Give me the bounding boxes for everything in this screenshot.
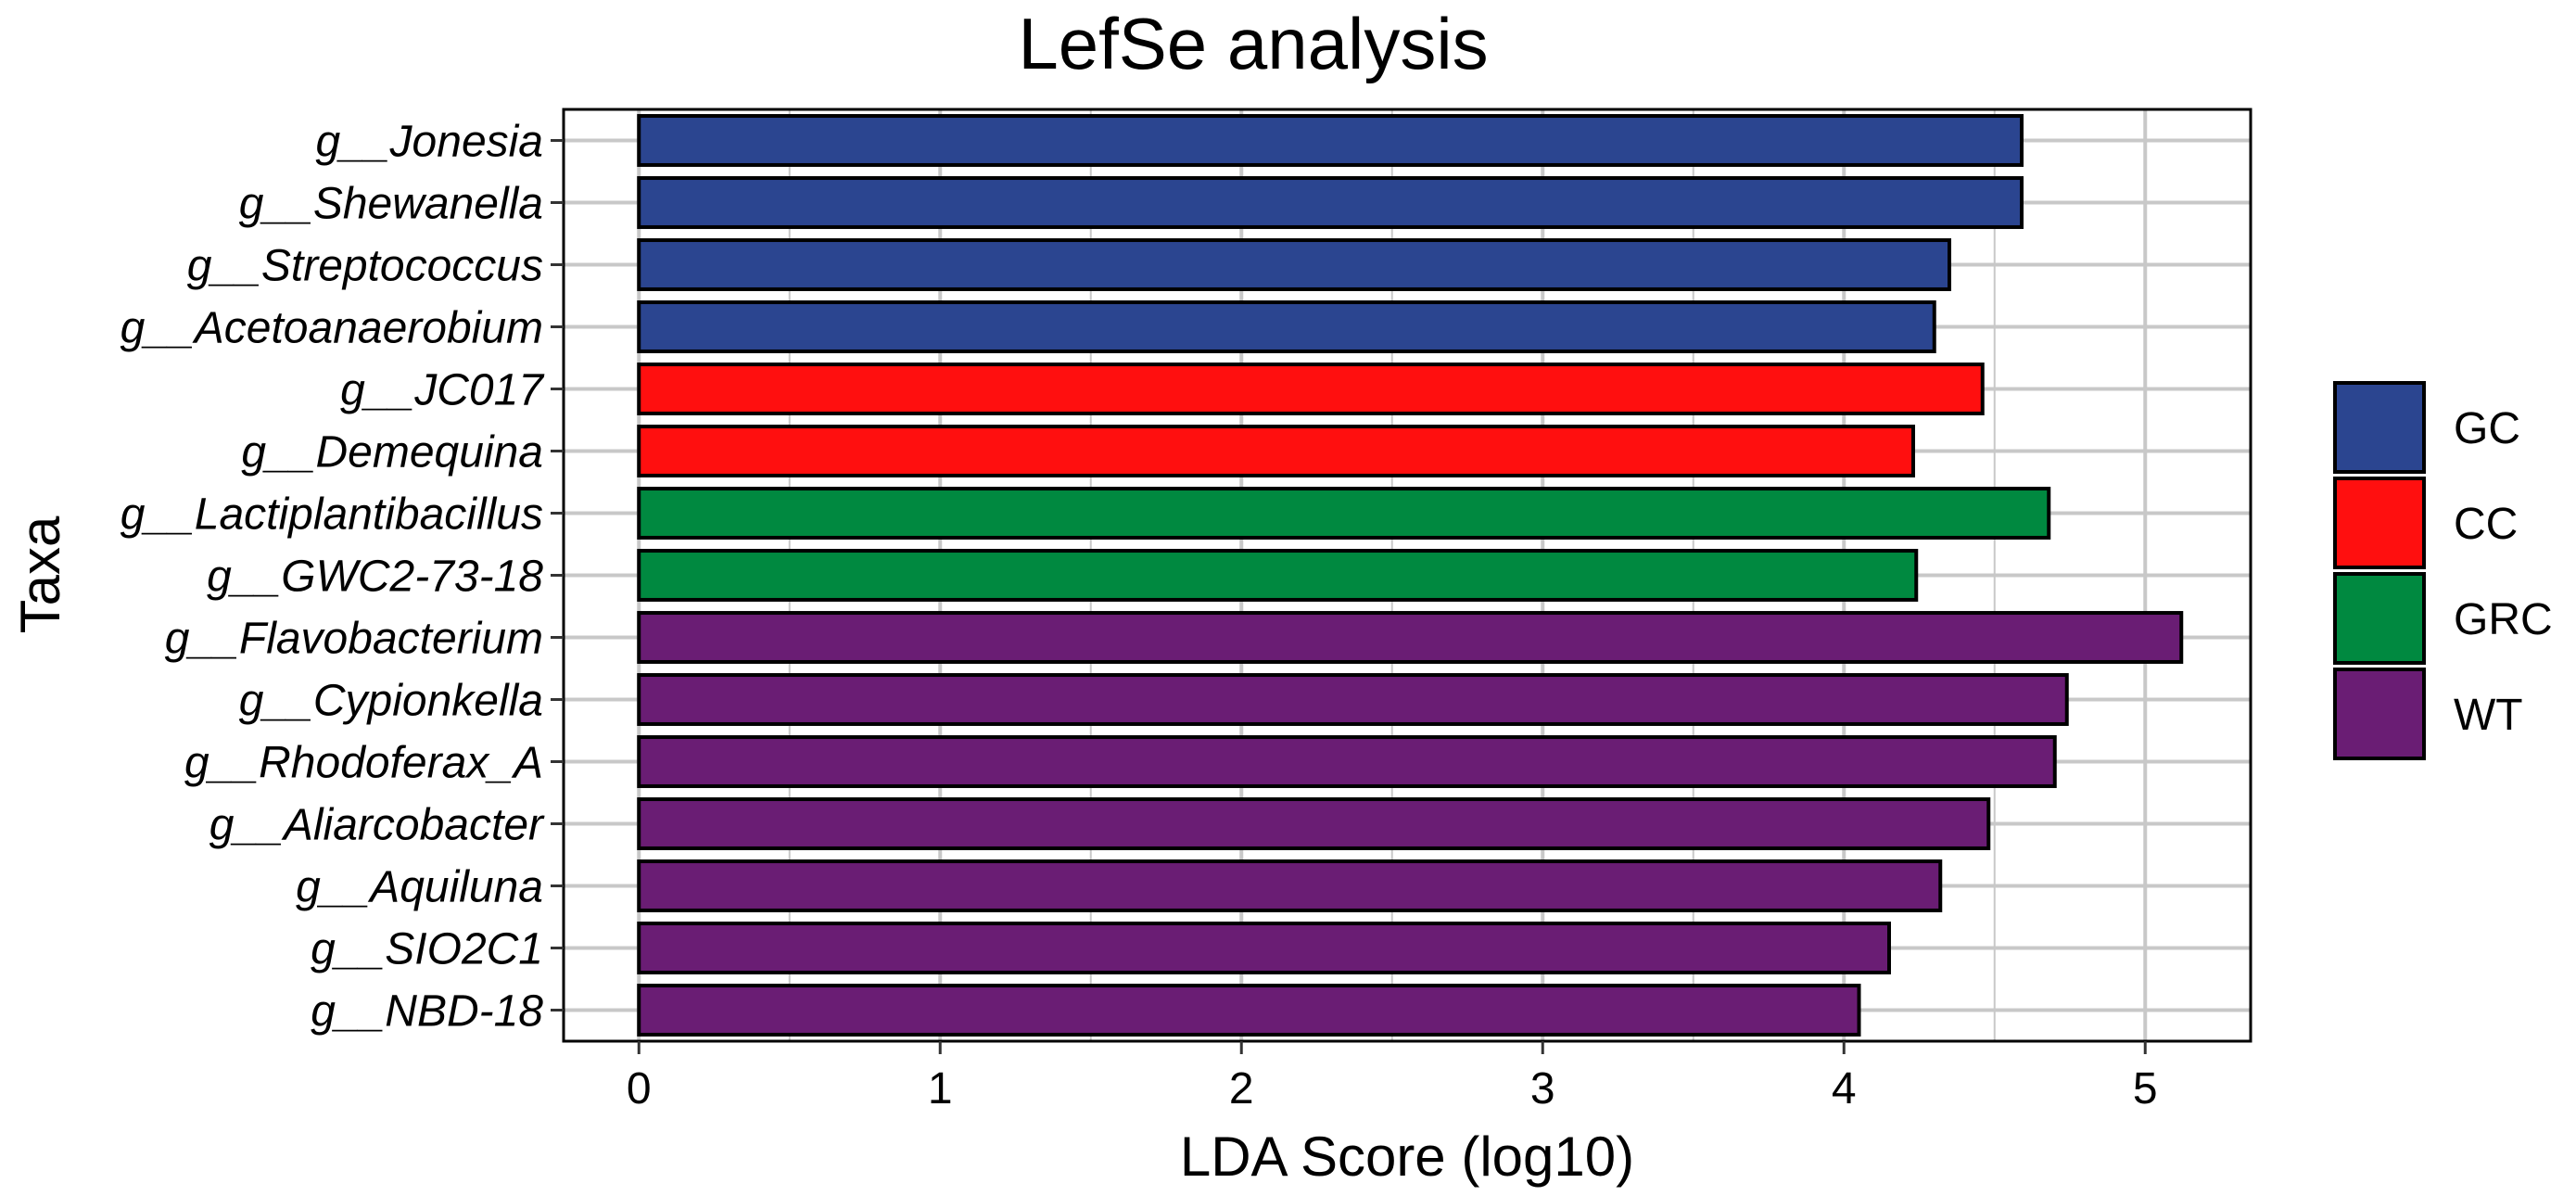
y-tick-label: g__Acetoanaerobium (121, 304, 543, 353)
legend-key-cc (2333, 477, 2426, 569)
bar-aquiluna (637, 859, 1943, 912)
x-tick-label: 2 (1229, 1064, 1254, 1113)
bar-demequina (637, 425, 1915, 477)
legend-key-grc (2333, 572, 2426, 665)
y-tick-label: g__Jonesia (315, 118, 543, 167)
bar-acetoanaerobium (637, 300, 1936, 353)
y-tick-label: g__GWC2-73-18 (207, 553, 543, 602)
legend-key-gc (2333, 381, 2426, 474)
x-tick-label: 3 (1530, 1064, 1555, 1113)
y-tick-label: g__Flavobacterium (165, 615, 543, 664)
x-tick-label: 5 (2133, 1064, 2158, 1113)
bar-rhodoferax_a (637, 735, 2057, 788)
bar-streptococcus (637, 238, 1951, 291)
y-tick-label: g__Rhodoferax_A (184, 739, 543, 788)
y-tick-label: g__Streptococcus (187, 242, 543, 291)
y-tick-label: g__Cypionkella (239, 677, 543, 726)
bar-gwc2-73-18 (637, 549, 1919, 602)
y-tick-label: g__Lactiplantibacillus (121, 490, 543, 540)
x-tick-label: 1 (928, 1064, 953, 1113)
y-axis-title: Taxa (9, 515, 71, 633)
x-axis-title: LDA Score (log10) (1180, 1126, 1634, 1188)
x-tick-label: 4 (1832, 1064, 1857, 1113)
bar-lactiplantibacillus (637, 487, 2051, 540)
y-tick-label: g__SIO2C1 (311, 925, 543, 974)
bars (637, 114, 2184, 1037)
legend: GC CC GRC WT (2333, 381, 2553, 760)
legend-key-wt (2333, 668, 2426, 760)
legend-label-cc: CC (2454, 500, 2518, 549)
bar-aliarcobacter (637, 797, 1991, 850)
y-tick-label: g__Shewanella (239, 180, 543, 229)
x-tick-label: 0 (627, 1064, 652, 1113)
bar-cypionkella (637, 673, 2069, 726)
legend-label-wt: WT (2454, 691, 2523, 740)
bar-nbd-18 (637, 984, 1861, 1037)
bar-flavobacterium (637, 611, 2184, 664)
y-tick-label: g__Demequina (241, 428, 543, 477)
legend-label-grc: GRC (2454, 595, 2553, 644)
y-tick-label: g__Aquiluna (296, 863, 543, 912)
bar-shewanella (637, 176, 2024, 229)
y-tick-label: g__NBD-18 (311, 987, 543, 1037)
bar-jc017 (637, 363, 1985, 415)
chart-title: LefSe analysis (1018, 3, 1488, 84)
bar-sio2c1 (637, 922, 1891, 974)
bar-jonesia (637, 114, 2024, 167)
axes: g__Jonesia g__Shewanella g__Streptococcusg… (121, 118, 2158, 1114)
y-tick-label: g__Aliarcobacter (209, 801, 545, 850)
y-tick-label: g__JC017 (340, 366, 545, 415)
legend-label-gc: GC (2454, 404, 2520, 453)
